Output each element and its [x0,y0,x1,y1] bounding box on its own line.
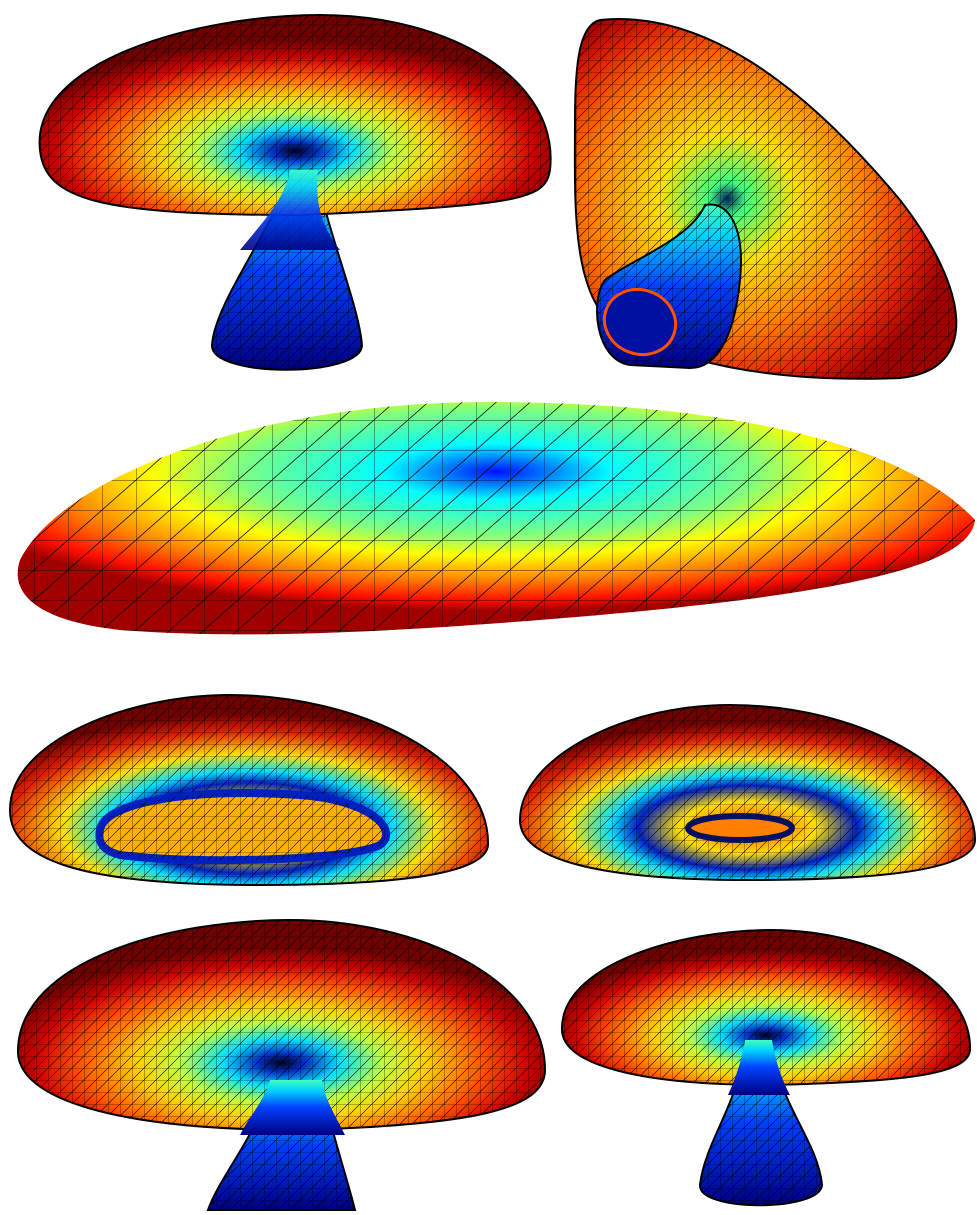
figure [0,0,977,1215]
mushroom-front [40,15,551,370]
mushroom-bottom-left [18,920,545,1210]
page [0,0,977,1215]
mushroom-bottom-right [562,930,970,1205]
bottom-view-right [520,705,975,880]
disc-view [18,402,975,634]
mushroom-tilted [575,19,956,379]
bottom-view-left [10,695,488,885]
